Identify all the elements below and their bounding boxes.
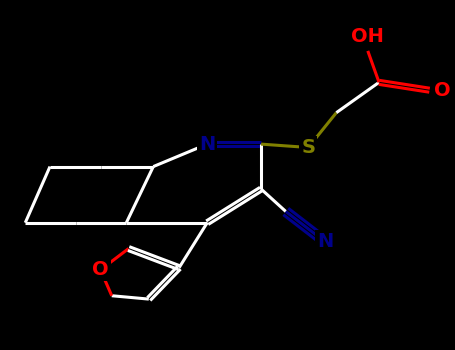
- Text: N: N: [199, 135, 215, 154]
- Text: S: S: [301, 138, 315, 157]
- Text: N: N: [317, 232, 333, 251]
- Text: OH: OH: [351, 27, 384, 46]
- Text: O: O: [434, 81, 450, 100]
- Text: O: O: [92, 260, 109, 279]
